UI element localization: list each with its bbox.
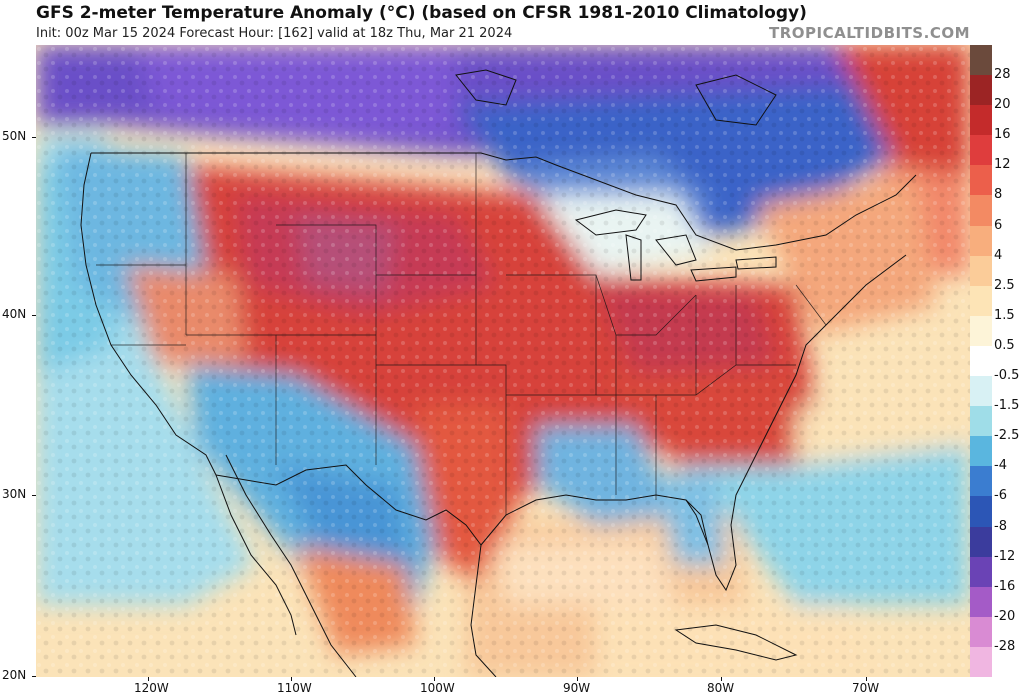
colorbar-label: 4 [994,247,1003,263]
latitude-label: 30N [2,487,27,501]
longitude-tick [577,677,578,681]
colorbar-label: -2.5 [994,428,1020,444]
colorbar-label: 6 [994,217,1003,233]
longitude-label: 120W [134,681,169,695]
colorbar-swatch [970,315,992,347]
colorbar-swatch [970,165,992,196]
latitude-label: 40N [2,307,27,321]
map-title: GFS 2-meter Temperature Anomaly (°C) (ba… [36,3,807,23]
colorbar-swatch [970,376,992,407]
colorbar-swatch [970,225,992,257]
latitude-label: 20N [2,668,27,682]
longitude-label: 110W [277,681,312,695]
colorbar-swatch [970,616,992,648]
colorbar-label: 0.5 [994,337,1015,353]
longitude-label: 80W [707,681,735,695]
colorbar-label: -8 [994,518,1007,534]
latitude-label: 50N [2,129,27,143]
colorbar-label: -28 [994,638,1016,654]
temperature-anomaly-map[interactable] [36,45,970,677]
longitude-label: 70W [852,681,880,695]
colorbar-label: 8 [994,187,1003,203]
map-canvas [36,45,970,677]
colorbar-swatch [970,195,992,227]
colorbar-swatch [970,406,992,437]
longitude-label: 90W [563,681,591,695]
colorbar-swatch [970,135,992,166]
colorbar-swatch [970,466,992,497]
latitude-tick [32,315,36,316]
longitude-tick [866,677,867,681]
longitude-tick [434,677,435,681]
forecast-info: Init: 00z Mar 15 2024 Forecast Hour: [16… [36,26,513,41]
colorbar-label: -6 [994,488,1007,504]
colorbar-label: 1.5 [994,307,1015,323]
colorbar-label: -16 [994,578,1016,594]
colorbar-label: 20 [994,97,1011,113]
colorbar-swatch [970,285,992,317]
colorbar-label: 2.5 [994,277,1015,293]
longitude-tick [291,677,292,681]
colorbar-label: 12 [994,157,1011,173]
colorbar-swatch [970,586,992,618]
latitude-tick [32,495,36,496]
colorbar-label: -4 [994,458,1007,474]
colorbar-swatch [970,75,992,106]
colorbar-label: -20 [994,608,1016,624]
state-borders [96,153,827,515]
colorbar-label: 16 [994,127,1011,143]
colorbar-swatch [970,526,992,558]
colorbar-swatch [970,436,992,467]
colorbar-label: -12 [994,548,1016,564]
color-scale-legend: 28 20 16 12 8 6 4 2.5 1.5 0.5 -0.5 -1.5 -2.5 -4 -6 -8 -1… [970,45,1024,678]
texture-overlay [36,45,970,677]
colorbar-label: -1.5 [994,398,1020,414]
colorbar-swatch [970,646,992,678]
colorbar-swatch [970,45,992,76]
colorbar-label: 28 [994,67,1011,83]
longitude-label: 100W [420,681,455,695]
longitude-tick [721,677,722,681]
colorbar-swatch [970,345,992,377]
latitude-tick [32,137,36,138]
colorbar-swatch [970,105,992,136]
borders-layer [80,69,917,677]
longitude-tick [148,677,149,681]
colorbar-swatch [970,496,992,528]
colorbar-swatch [970,556,992,588]
source-watermark[interactable]: TROPICALTIDBITS.COM [769,24,970,42]
colorbar-label: -0.5 [994,368,1020,384]
latitude-tick [32,676,36,677]
colorbar-swatch [970,255,992,287]
